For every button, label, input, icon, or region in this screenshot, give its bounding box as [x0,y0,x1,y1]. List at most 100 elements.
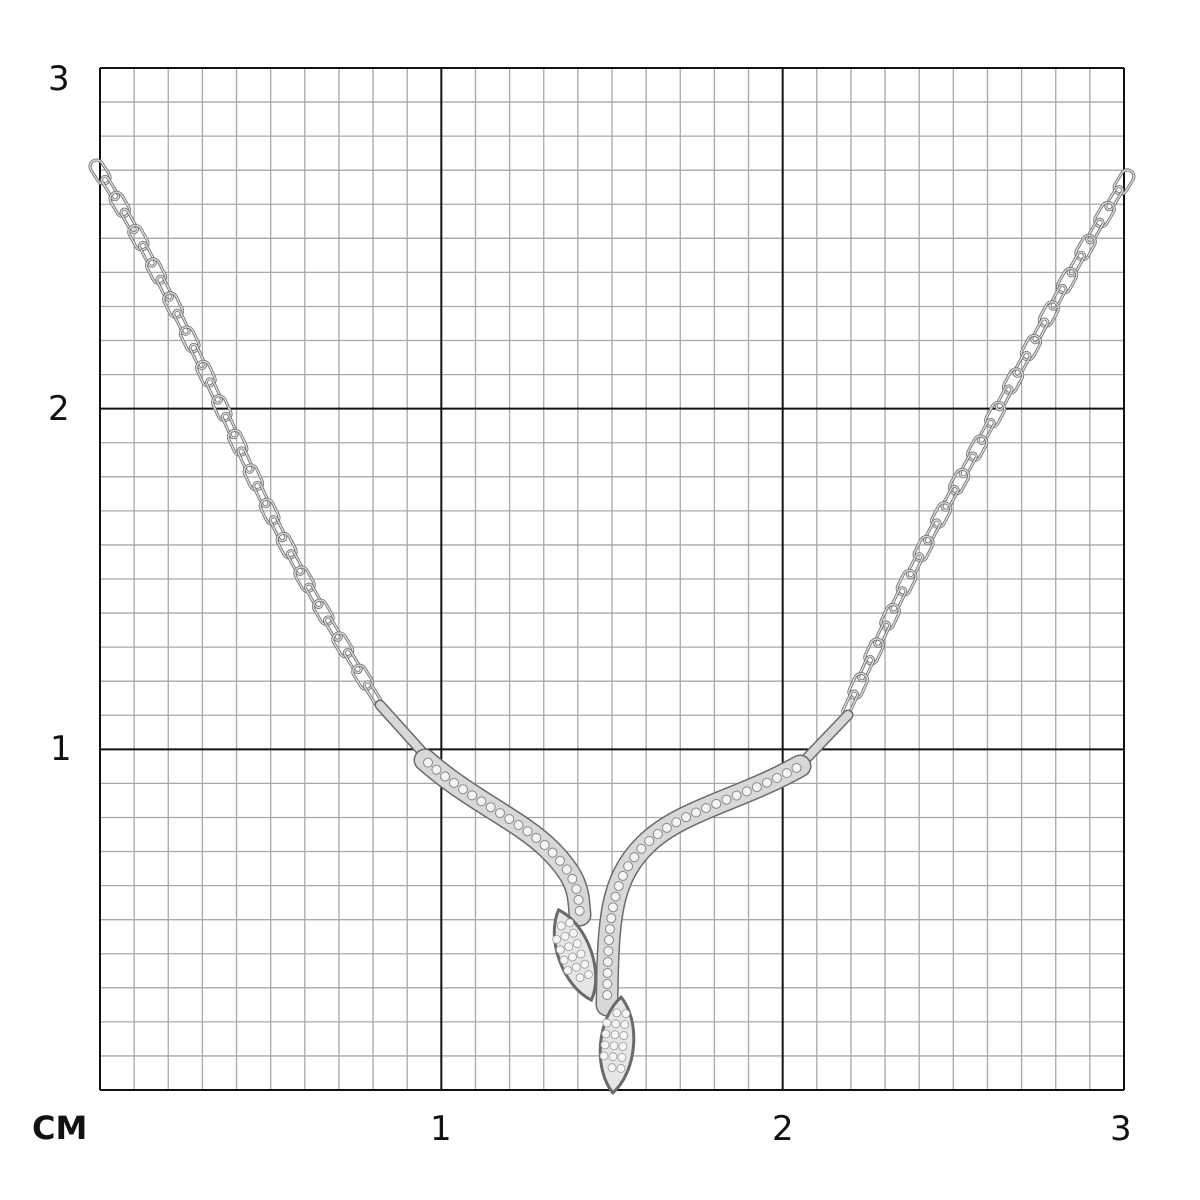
diamond-stone [617,870,628,881]
chain-link [1113,169,1135,195]
chain-link [913,535,934,562]
tube-bar [799,711,852,766]
diamond-stone [652,829,663,840]
chain-link [1075,234,1096,261]
chain-link [237,447,254,473]
x-label-3: 3 [1110,1109,1132,1149]
diamond-stone [602,1018,612,1028]
diamond-stone [584,970,593,979]
chain-link [1049,284,1067,311]
diamond-stone [575,973,585,983]
chain-link [343,648,362,674]
diamond-stone [741,786,752,797]
diamond-stone [559,955,569,965]
diamond-stone [431,764,442,775]
chain-link [332,632,354,658]
chain-link [145,258,167,285]
chain-link [1002,368,1024,395]
diamond-stone [608,1052,618,1062]
chain-link [941,485,959,511]
diamond-stone [761,777,772,788]
chain-link [896,569,917,596]
chain-link [959,452,977,478]
diamond-stone [458,784,469,795]
chain-link [889,586,907,613]
chain-link [995,385,1013,411]
tube-bar [376,701,429,759]
chain-link [253,481,270,508]
chain-link [1093,201,1116,228]
diamond-stone [574,905,585,916]
diamond-stone [602,968,613,979]
marquise-leaf [598,995,636,1095]
diamond-stone [504,813,515,824]
diamond-stone [620,1020,630,1030]
diamond-stone [601,1029,611,1039]
diamond-stone [571,884,582,895]
y-label-3: 3 [48,59,70,99]
chain-link [857,655,875,682]
chain-link [873,621,891,648]
diamond-stone [613,881,624,892]
diamond-stone [495,808,506,819]
diamond-stone [567,873,578,884]
diamond-stone [448,777,459,788]
diamond-stone [690,807,701,818]
chain-link [162,292,184,319]
chain-link [138,241,156,268]
diamond-stone [423,757,434,768]
diamond-stone [629,852,640,863]
chain-link [259,498,280,525]
diamond-stone [608,902,619,913]
diamond-stone [721,794,732,805]
diamond-stone [612,1008,622,1018]
chain-link [89,159,111,185]
diamond-stone [661,822,672,833]
chain-link [304,583,323,609]
diamond-stone [522,826,533,837]
chain-link [1056,267,1078,294]
chain-link [1031,318,1049,344]
chain-link [923,519,941,545]
diamond-stone [573,894,584,905]
unit-label: CM [32,1109,88,1147]
chain-link [173,309,190,336]
chain-link [211,395,232,422]
diamond-stone [681,812,692,823]
diamond-stone [619,1031,629,1040]
chain-link [205,378,223,404]
chain-link [156,275,174,301]
diamond-stone [576,949,586,959]
diamond-stone [467,790,478,801]
diamond-stone [610,1030,620,1040]
chain-link [977,418,995,445]
diamond-stone [618,1042,628,1051]
diamond-stone [771,773,782,784]
chain-link [948,468,970,495]
diamond-stone [555,945,565,955]
diamond-stone [600,1040,610,1050]
diamond-stone [610,891,621,902]
diamond-stone [604,924,615,935]
diamond-stone [556,921,566,931]
chain-link [120,208,139,234]
diamond-stone [781,768,792,779]
chain-link [221,412,238,439]
major-grid-lines [99,67,1125,1091]
diamond-stone [602,979,613,990]
diamond-stone [616,1064,626,1073]
diamond-stone [606,913,617,924]
diamond-stone [580,959,590,969]
chain-link [1013,351,1031,378]
x-label-2: 2 [772,1109,794,1149]
diamond-stone [621,1009,631,1019]
y-label-2: 2 [48,389,70,429]
diamond-stone [547,847,558,858]
diamond-stone [603,935,614,946]
diamond-stone [440,771,451,782]
diamond-stone [560,931,570,941]
chain-link [128,224,149,251]
necklace-image [88,158,1136,1095]
diamond-stone [552,934,561,944]
chain-link [269,516,287,542]
